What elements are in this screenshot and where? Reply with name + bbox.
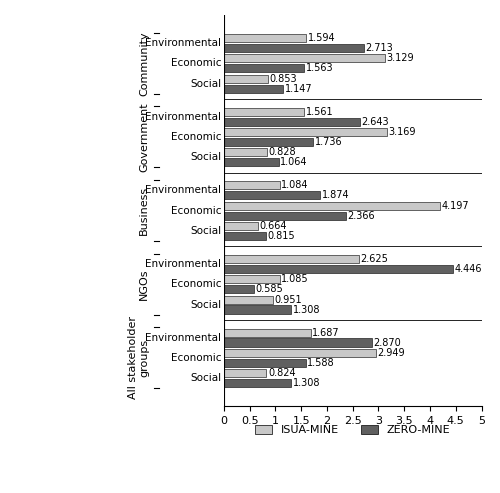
- Text: 4.197: 4.197: [442, 201, 469, 211]
- Text: Environmental: Environmental: [146, 38, 222, 48]
- Text: 2.870: 2.870: [374, 338, 401, 348]
- Text: 1.308: 1.308: [293, 305, 320, 315]
- Text: Economic: Economic: [171, 279, 222, 289]
- Text: Social: Social: [190, 373, 222, 383]
- Bar: [224, 128, 387, 136]
- Text: Social: Social: [190, 78, 222, 89]
- Bar: [224, 379, 292, 387]
- Bar: [224, 339, 372, 347]
- Bar: [224, 117, 360, 126]
- Text: 0.585: 0.585: [256, 284, 283, 294]
- Text: Social: Social: [190, 226, 222, 236]
- Bar: [224, 202, 440, 210]
- Bar: [224, 255, 359, 263]
- Text: 1.064: 1.064: [280, 157, 308, 167]
- Text: 0.951: 0.951: [274, 295, 302, 305]
- Text: Social: Social: [190, 300, 222, 310]
- Bar: [224, 232, 266, 240]
- Text: 2.625: 2.625: [360, 254, 388, 264]
- Bar: [224, 265, 453, 273]
- Text: 1.563: 1.563: [306, 63, 334, 73]
- Bar: [224, 138, 314, 146]
- Text: 1.085: 1.085: [282, 274, 309, 284]
- Bar: [224, 44, 364, 52]
- Text: All stakeholder
groups: All stakeholder groups: [128, 317, 150, 399]
- Text: 1.147: 1.147: [284, 83, 312, 94]
- Bar: [224, 285, 254, 293]
- Text: 0.828: 0.828: [268, 147, 296, 157]
- Text: Social: Social: [190, 152, 222, 162]
- Bar: [224, 222, 258, 230]
- Text: Environmental: Environmental: [146, 259, 222, 269]
- Text: Environmental: Environmental: [146, 333, 222, 343]
- Bar: [224, 295, 273, 304]
- Text: Economic: Economic: [171, 206, 222, 215]
- Text: 1.687: 1.687: [312, 328, 340, 338]
- Bar: [224, 211, 346, 219]
- Text: Government: Government: [140, 102, 149, 172]
- Bar: [224, 158, 279, 166]
- Text: Community: Community: [140, 31, 149, 96]
- Text: 1.561: 1.561: [306, 106, 334, 117]
- Bar: [224, 191, 320, 199]
- Bar: [224, 328, 311, 337]
- Text: 0.824: 0.824: [268, 368, 295, 378]
- Text: Economic: Economic: [171, 132, 222, 142]
- Text: 1.308: 1.308: [293, 378, 320, 388]
- Text: 1.084: 1.084: [282, 180, 309, 190]
- Text: 0.664: 0.664: [260, 221, 287, 231]
- Bar: [224, 181, 280, 189]
- Text: Economic: Economic: [171, 58, 222, 68]
- Bar: [224, 306, 292, 314]
- Bar: [224, 369, 266, 377]
- Text: 0.853: 0.853: [270, 73, 297, 84]
- Text: NGOs: NGOs: [140, 269, 149, 300]
- Text: 4.446: 4.446: [454, 264, 482, 274]
- Bar: [224, 349, 376, 357]
- Bar: [224, 74, 268, 83]
- Bar: [224, 84, 283, 93]
- Bar: [224, 359, 306, 367]
- Text: 3.169: 3.169: [388, 127, 416, 137]
- Bar: [224, 275, 280, 283]
- Bar: [224, 148, 266, 156]
- Legend: ISUA-MINE, ZERO-MINE: ISUA-MINE, ZERO-MINE: [251, 421, 454, 440]
- Text: 0.815: 0.815: [268, 231, 295, 241]
- Text: 1.594: 1.594: [308, 33, 335, 43]
- Bar: [224, 34, 306, 42]
- Text: 2.949: 2.949: [378, 348, 405, 358]
- Text: Environmental: Environmental: [146, 111, 222, 122]
- Bar: [224, 54, 385, 62]
- Text: Business: Business: [140, 186, 149, 235]
- Text: 2.643: 2.643: [362, 116, 390, 127]
- Text: 2.713: 2.713: [366, 43, 393, 53]
- Text: 3.129: 3.129: [386, 53, 414, 63]
- Text: 1.736: 1.736: [315, 137, 342, 147]
- Text: 1.874: 1.874: [322, 190, 349, 200]
- Bar: [224, 107, 304, 116]
- Text: 2.366: 2.366: [348, 211, 375, 220]
- Text: 1.588: 1.588: [308, 358, 335, 368]
- Text: Economic: Economic: [171, 353, 222, 363]
- Text: Environmental: Environmental: [146, 185, 222, 195]
- Bar: [224, 64, 304, 72]
